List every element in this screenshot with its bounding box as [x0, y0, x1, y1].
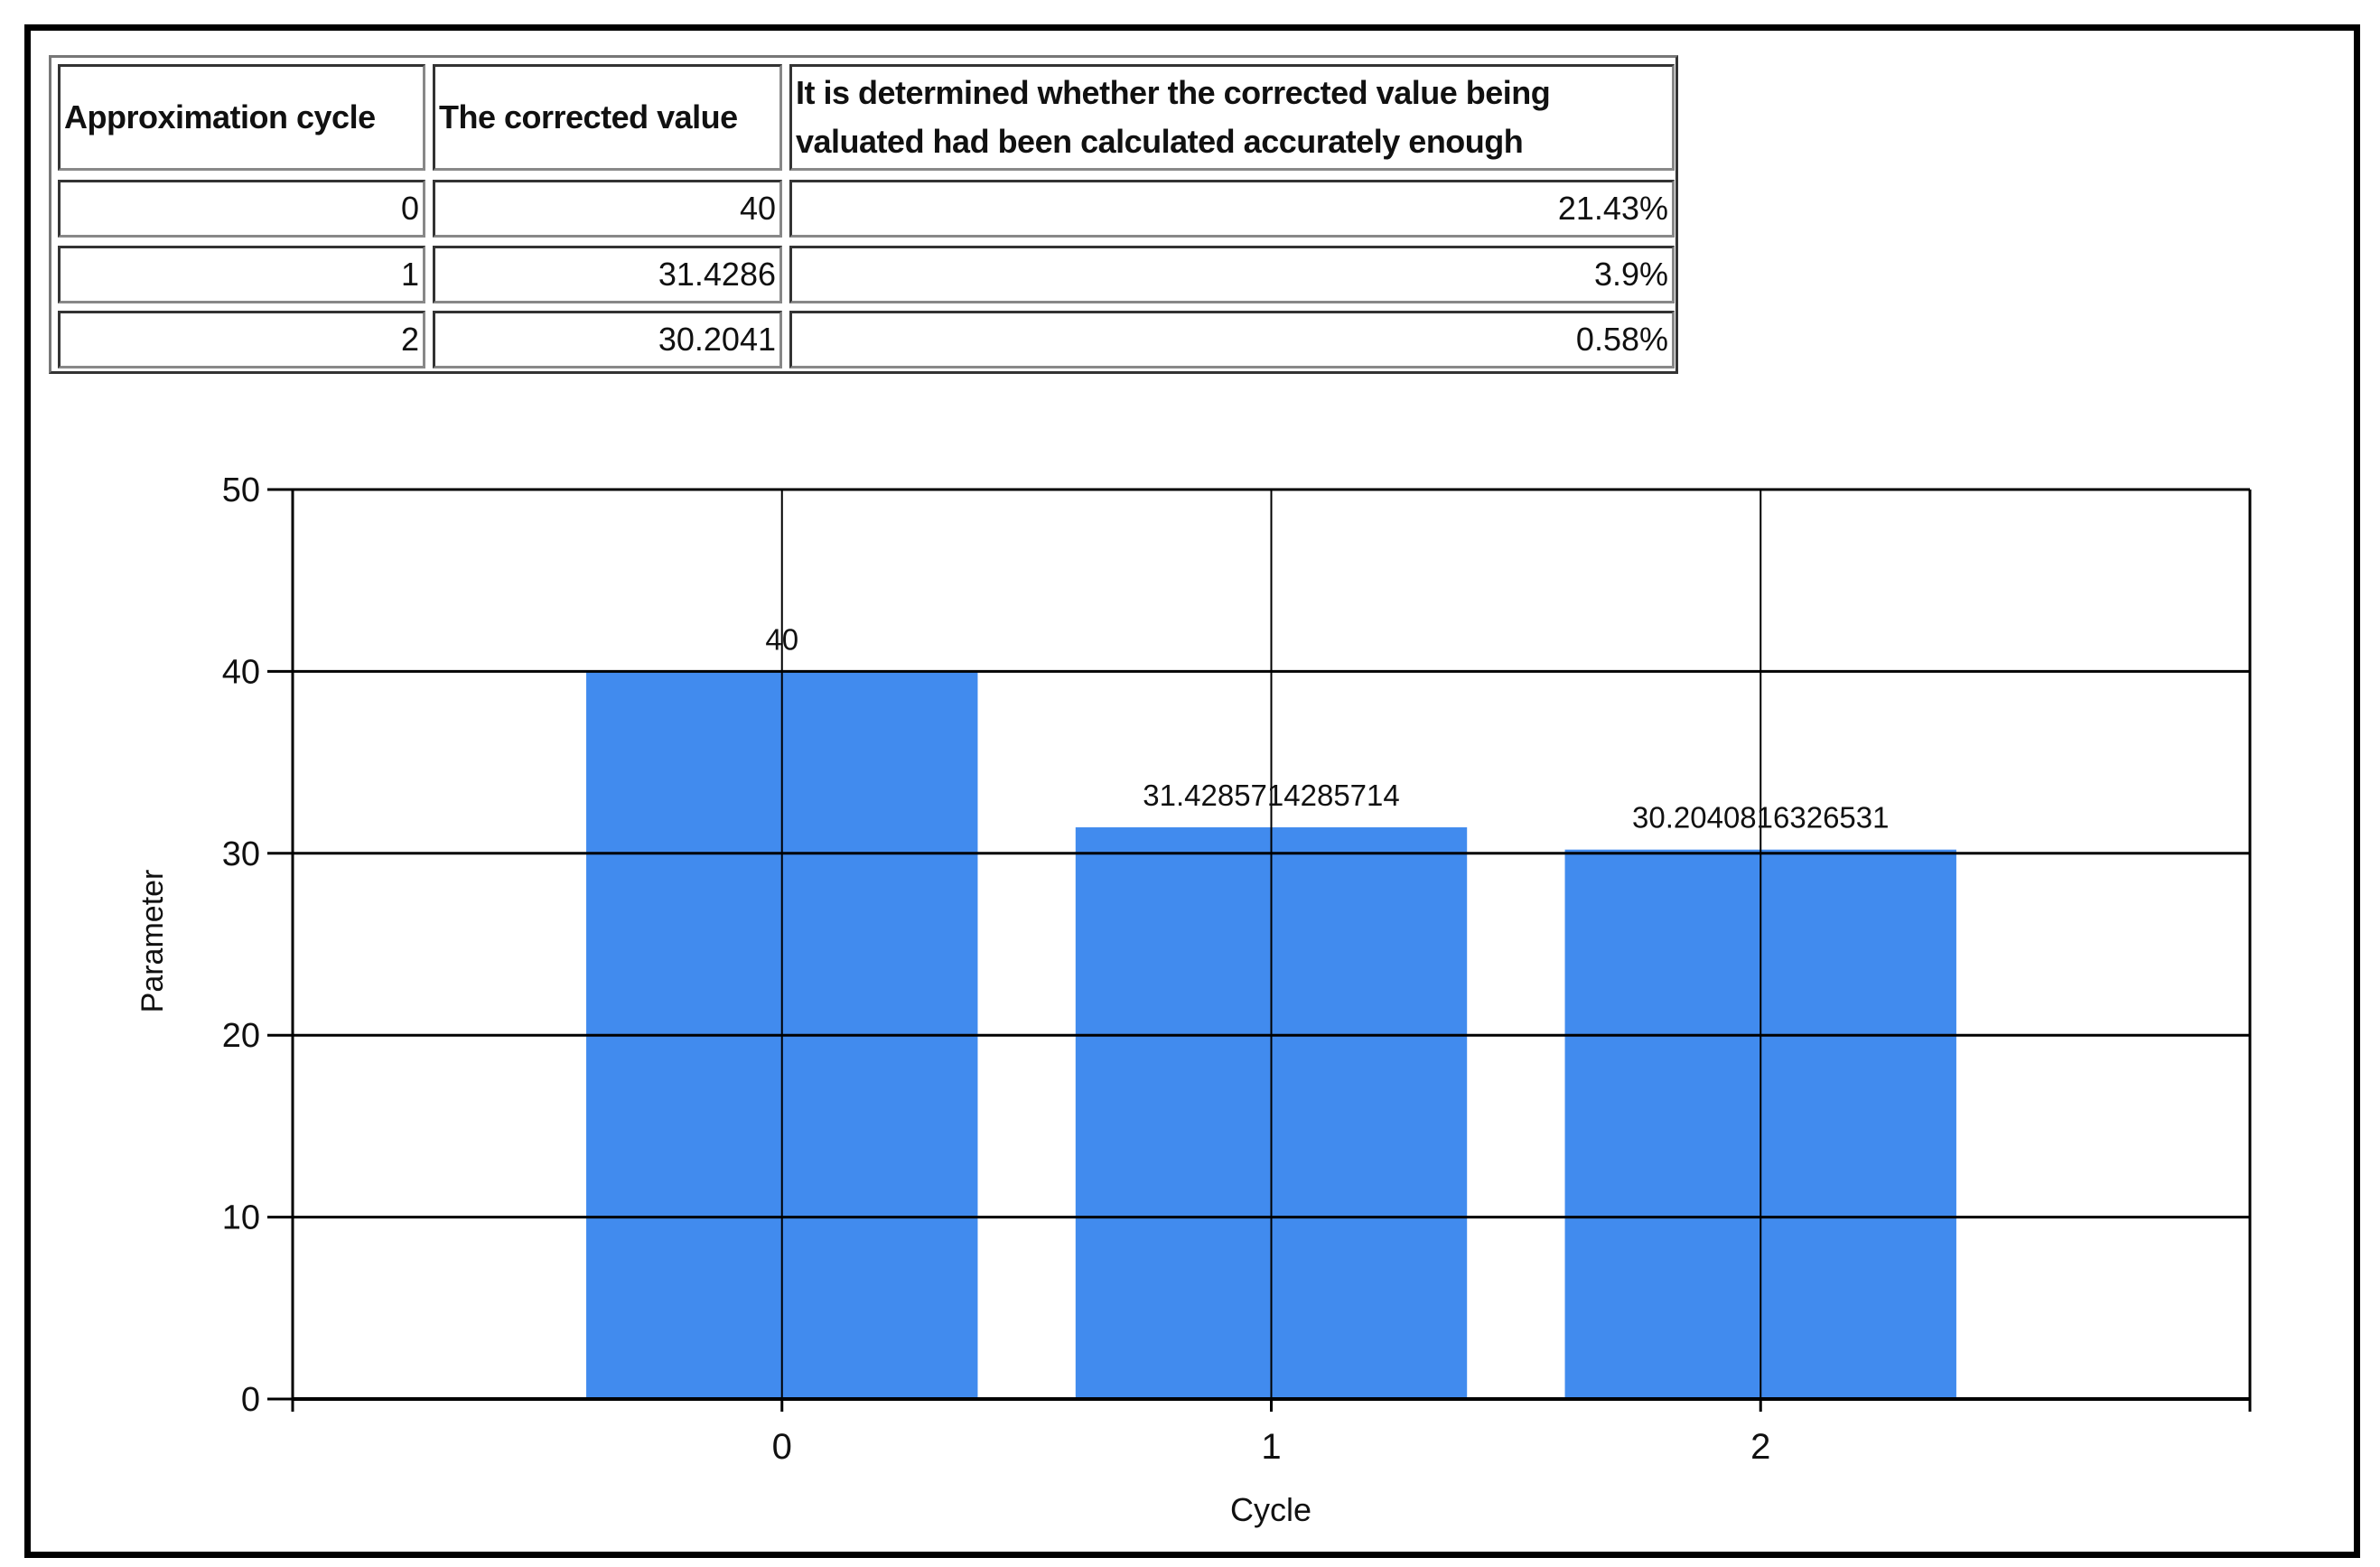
data-label: 30.2040816326531 — [1632, 801, 1889, 835]
table-cell: 40 — [433, 180, 782, 238]
column-header: The corrected value — [433, 64, 782, 171]
data-label: 31.4285714285714 — [1143, 779, 1399, 812]
table-cell: 2 — [58, 311, 425, 368]
table-cell: 0.58% — [789, 311, 1675, 368]
x-tick-label: 2 — [1750, 1427, 1770, 1467]
column-header: It is determined whether the corrected v… — [789, 64, 1675, 171]
table-cell: 21.43% — [789, 180, 1675, 238]
window-frame — [24, 24, 2360, 1558]
y-tick-label: 0 — [241, 1381, 260, 1419]
y-tick-label: 20 — [222, 1017, 260, 1055]
table-cell: 1 — [58, 246, 425, 303]
x-tick-label: 1 — [1261, 1427, 1281, 1467]
table-cell: 0 — [58, 180, 425, 238]
table-cell: 30.2041 — [433, 311, 782, 368]
results-table: Approximation cycle The corrected value It… — [49, 55, 1678, 374]
y-tick-label: 30 — [222, 835, 260, 873]
y-axis-label: Parameter — [135, 870, 170, 1013]
table-cell: 3.9% — [789, 246, 1675, 303]
table-cell: 31.4286 — [433, 246, 782, 303]
x-tick-label: 0 — [772, 1427, 792, 1467]
y-tick-label: 50 — [222, 471, 260, 509]
y-tick-label: 10 — [222, 1199, 260, 1237]
y-tick-label: 40 — [222, 653, 260, 691]
column-header: Approximation cycle — [58, 64, 425, 171]
x-axis-label: Cycle — [1230, 1491, 1311, 1528]
data-label: 40 — [765, 622, 798, 656]
